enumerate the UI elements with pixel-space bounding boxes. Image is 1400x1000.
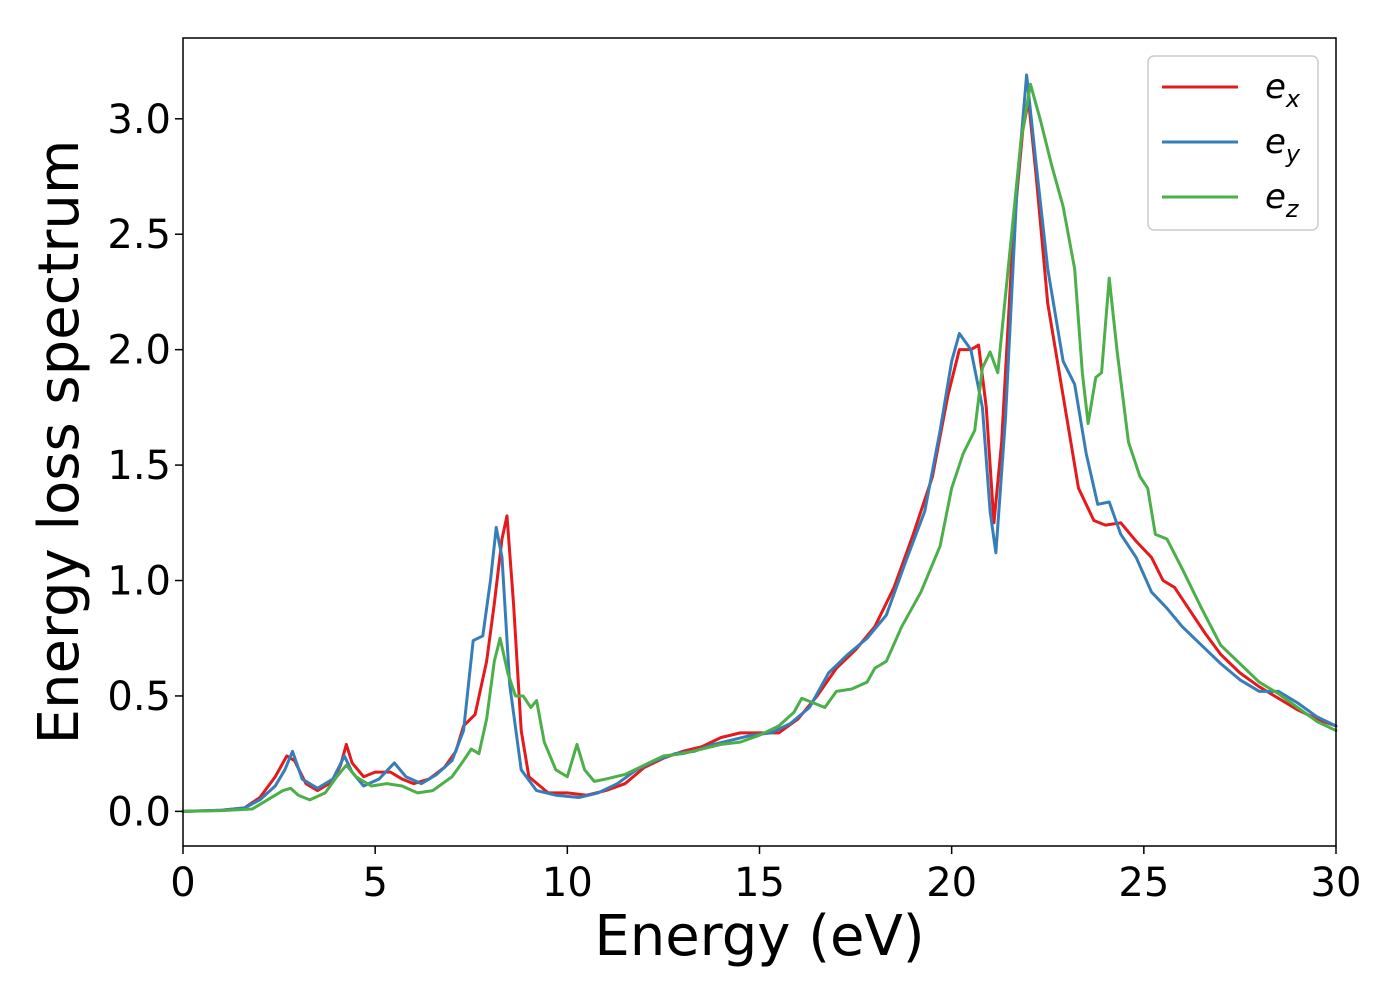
x-axis-label: Energy (eV)	[594, 904, 924, 969]
x-tick-label: 25	[1118, 860, 1169, 906]
y-tick-label: 1.0	[107, 559, 171, 605]
y-axis-label: Energy loss spectrum	[27, 140, 92, 745]
x-tick-label: 10	[542, 860, 593, 906]
x-tick-label: 20	[926, 860, 977, 906]
y-tick-label: 2.5	[107, 212, 171, 258]
y-axis: 0.0 0.5 1.0 1.5 2.0 2.5 3.0	[107, 97, 183, 835]
x-tick-label: 15	[734, 860, 785, 906]
legend-label-e-x: ex	[1265, 67, 1301, 113]
x-tick-label: 30	[1311, 860, 1362, 906]
series-layer	[181, 73, 1338, 813]
legend: ex ey ez	[1147, 55, 1319, 231]
x-tick-label: 0	[170, 860, 195, 906]
y-tick-label: 0.0	[107, 789, 171, 835]
x-axis: 0 5 10 15 20 25 30	[170, 846, 1361, 906]
y-tick-label: 0.5	[107, 674, 171, 720]
plot-background	[183, 38, 1336, 846]
legend-label-e-y: ey	[1265, 122, 1301, 168]
x-tick-label: 5	[362, 860, 387, 906]
y-tick-label: 3.0	[107, 97, 171, 143]
legend-label-e-z: ez	[1265, 177, 1300, 223]
y-tick-label: 1.5	[107, 443, 171, 489]
y-tick-label: 2.0	[107, 328, 171, 374]
series-line-e-z	[181, 82, 1338, 813]
